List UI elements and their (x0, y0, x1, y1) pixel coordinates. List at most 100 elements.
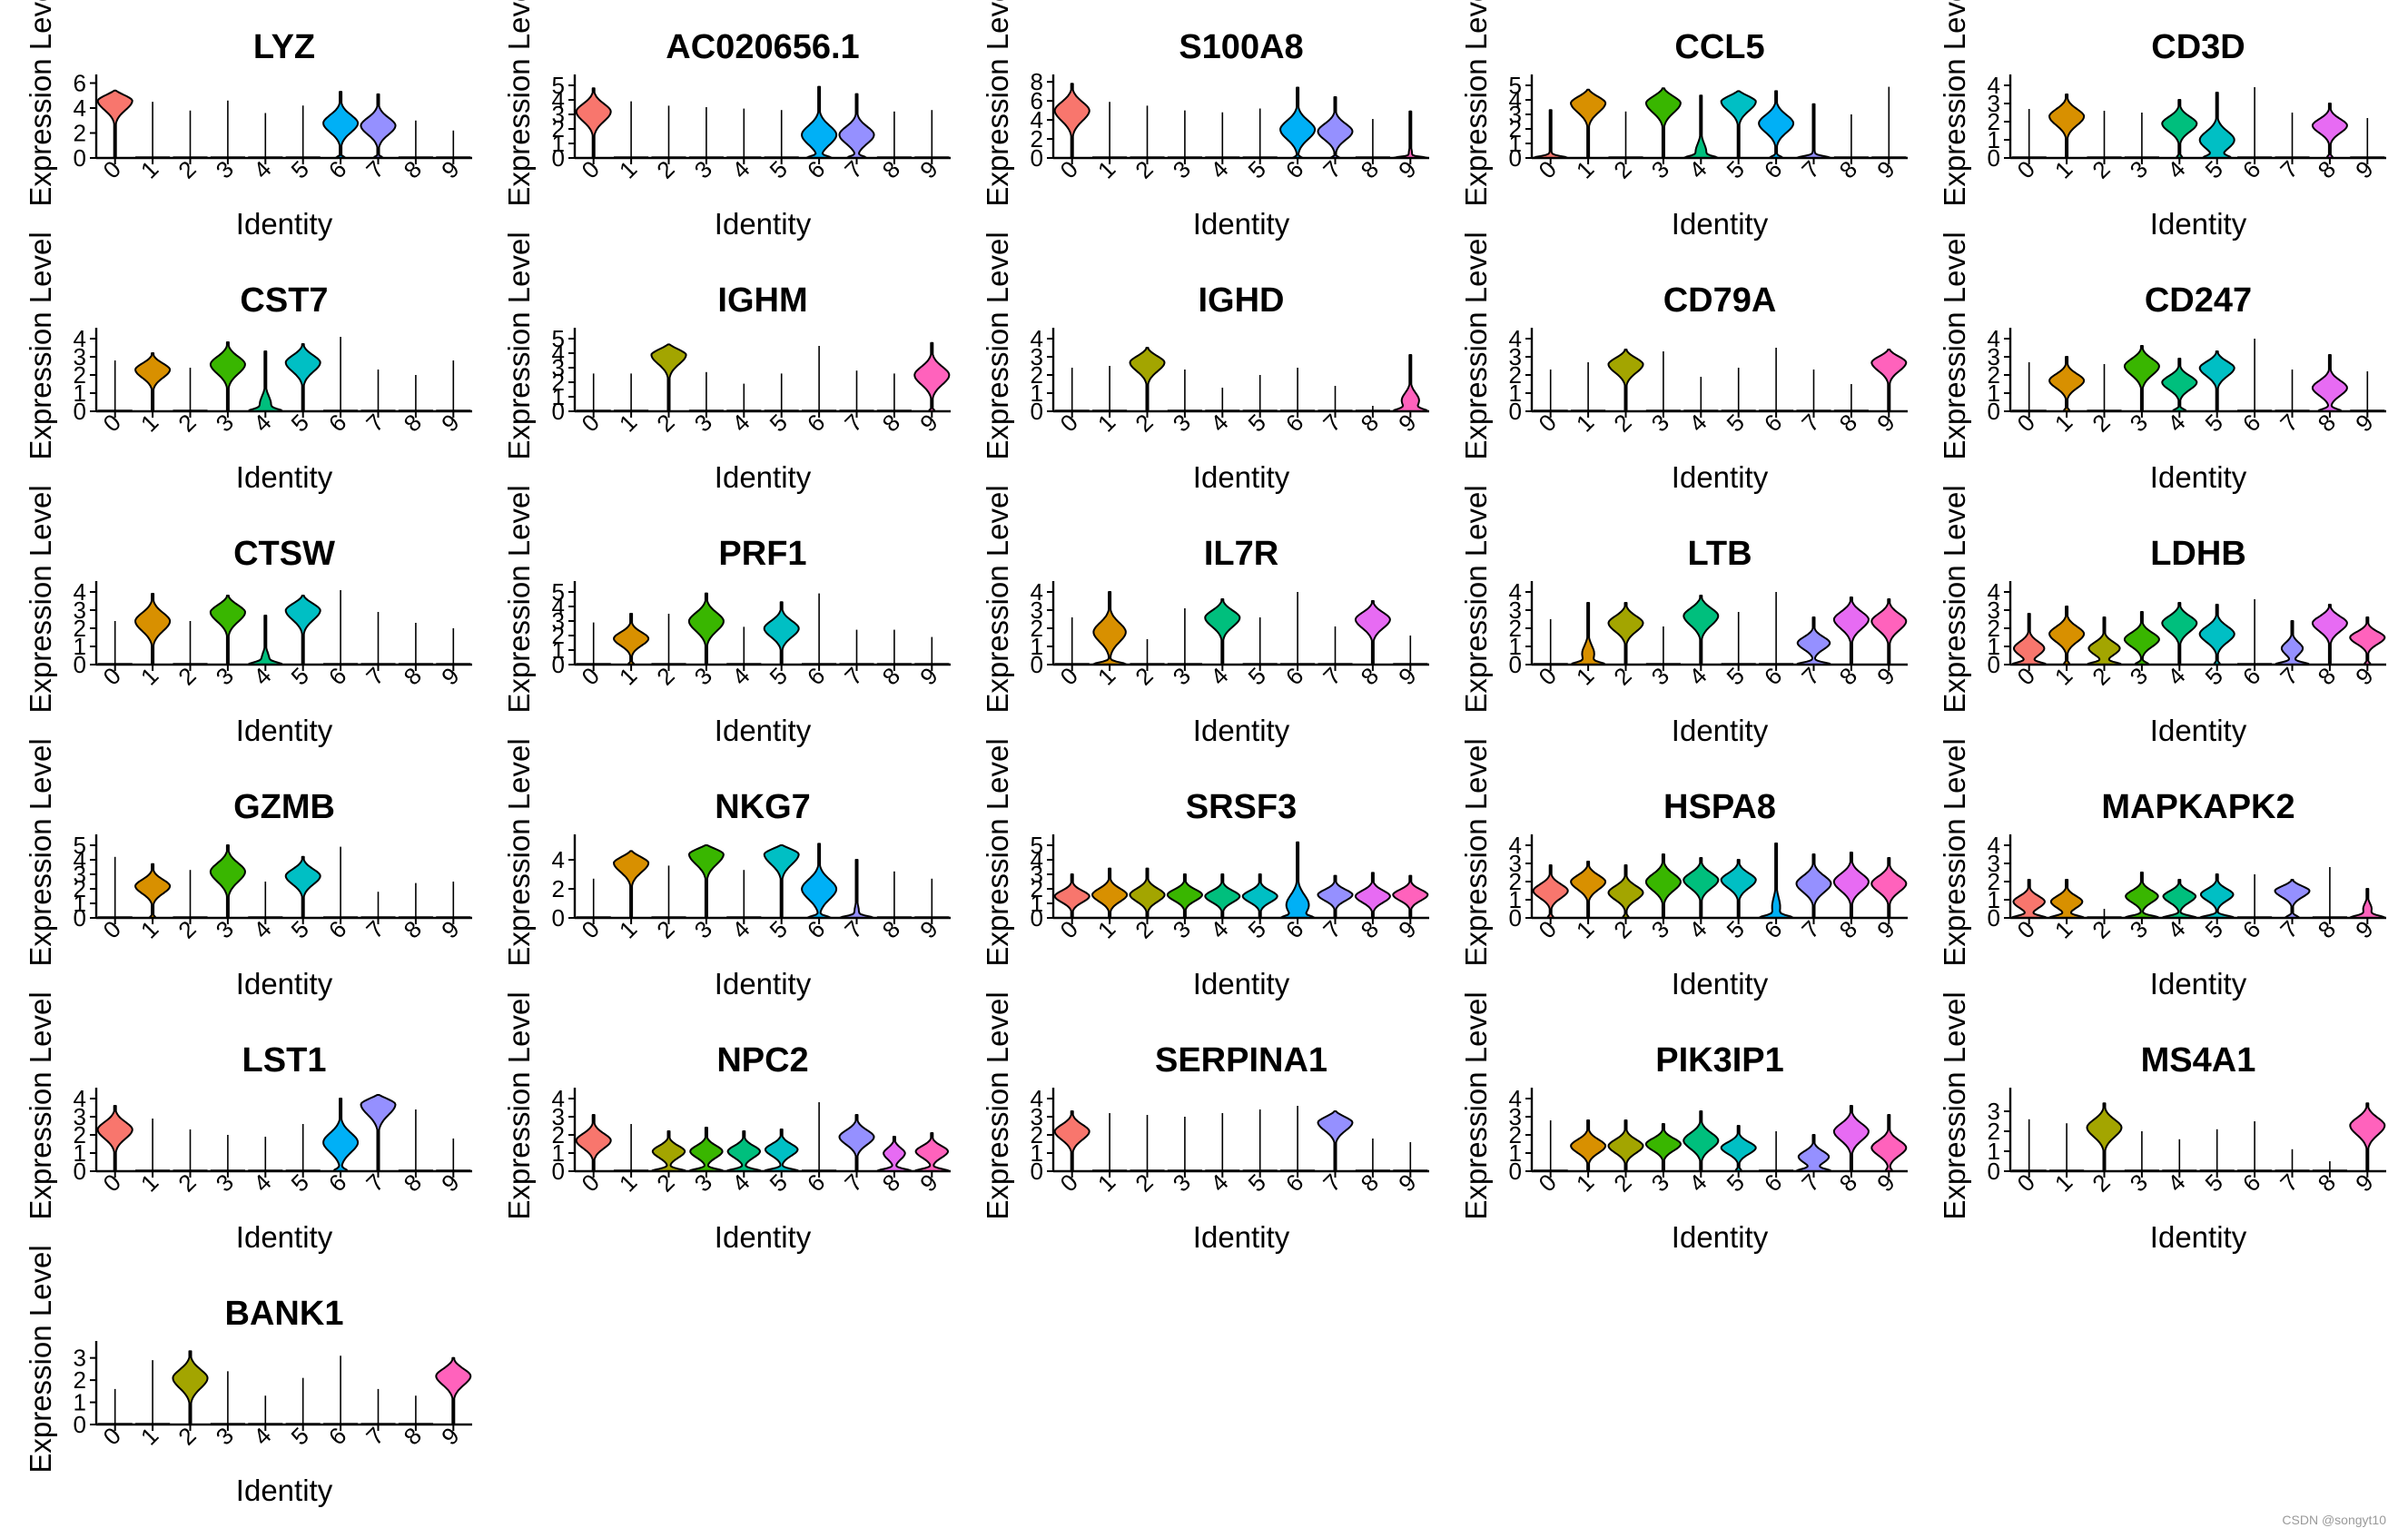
x-tick-label: 7 (2275, 662, 2303, 690)
x-tick-label: 1 (2049, 662, 2077, 690)
violin-cluster-7 (1317, 386, 1353, 411)
y-tick-label: 2 (1509, 1121, 1522, 1149)
violin-cluster-8 (1833, 384, 1869, 411)
x-axis-label: Identity (1193, 967, 1290, 1001)
violin-cluster-1 (2048, 94, 2086, 159)
y-tick-label: 3 (1031, 343, 1043, 370)
x-tick-label: 1 (2049, 915, 2077, 943)
violin-cluster-2 (2086, 616, 2123, 665)
violin-shape (1870, 857, 1908, 919)
x-tick-label: 7 (839, 155, 867, 183)
violin-cluster-3 (2123, 345, 2160, 412)
y-tick-label: 4 (1031, 106, 1043, 133)
violin-cluster-6 (323, 590, 359, 665)
violin-cluster-4 (248, 882, 283, 918)
x-tick-label: 1 (2049, 1168, 2077, 1197)
violin-cluster-4 (1205, 1113, 1240, 1171)
violin-cluster-3 (2123, 872, 2160, 919)
violin-shape (1166, 873, 1203, 919)
violin-cluster-9 (1393, 636, 1428, 665)
y-tick-label: 1 (74, 890, 86, 917)
violin-cluster-9 (1393, 1142, 1428, 1171)
violin-cluster-6 (2237, 1121, 2273, 1171)
violin-cluster-2 (1607, 864, 1644, 919)
violin-cluster-3 (2124, 113, 2159, 158)
violin-shape (2274, 879, 2311, 919)
violin-cluster-1 (614, 101, 649, 158)
x-tick-label: 1 (135, 409, 163, 437)
violin-panel-srsf3: SRSF3 Expression Level 0 1 2 3 4 5 0 1 2 3 4 5 6 7 8 9 Ide… (957, 738, 1438, 1016)
y-axis-label: Expression Level (502, 738, 536, 966)
panel-title: IL7R (1204, 535, 1278, 573)
violin-shape (247, 615, 284, 665)
x-tick-label: 8 (399, 409, 427, 437)
violin-shape (1317, 1110, 1354, 1172)
y-tick-label: 1 (74, 633, 86, 660)
violin-shape (1607, 349, 1644, 412)
y-tick-label: 1 (1031, 380, 1043, 407)
y-tick-label: 0 (74, 651, 86, 678)
violin-shape (1607, 864, 1644, 919)
violin-cluster-0 (1053, 873, 1091, 919)
x-tick-label: 7 (2275, 1168, 2303, 1197)
y-tick-label: 3 (1509, 596, 1522, 624)
y-tick-label: 0 (1031, 398, 1043, 425)
violin-cluster-3 (687, 844, 725, 919)
violin-cluster-9 (2349, 616, 2386, 665)
y-tick-label: 0 (1988, 1158, 2000, 1185)
x-tick-label: 5 (2199, 409, 2227, 437)
violin-cluster-2 (650, 1130, 687, 1172)
violin-cluster-7 (838, 859, 875, 919)
x-tick-label: 9 (1393, 915, 1421, 943)
y-tick-label: 1 (1509, 130, 1522, 157)
violin-cluster-5 (285, 1124, 321, 1171)
x-tick-label: 0 (97, 409, 125, 437)
violin-cluster-1 (1092, 102, 1128, 158)
x-tick-label: 2 (1130, 409, 1158, 437)
violin-shape (247, 350, 284, 412)
x-tick-label: 9 (1393, 662, 1421, 690)
x-tick-label: 8 (1834, 662, 1862, 690)
y-tick-label: 0 (74, 144, 86, 172)
x-tick-label: 6 (1759, 662, 1787, 690)
y-tick-label: 2 (1988, 868, 2000, 895)
violin-cluster-7 (360, 370, 396, 411)
x-tick-label: 9 (436, 155, 464, 183)
violin-shape (687, 1127, 725, 1172)
y-tick-label: 0 (1509, 398, 1522, 425)
panel-title: LYZ (253, 28, 315, 66)
violin-cluster-9 (914, 110, 950, 158)
y-tick-label: 4 (1509, 325, 1522, 352)
x-tick-label: 6 (802, 915, 830, 943)
violin-cluster-6 (2237, 599, 2273, 665)
violin-cluster-6 (1758, 843, 1795, 919)
violin-cluster-3 (687, 1127, 725, 1172)
x-tick-label: 4 (2162, 662, 2190, 690)
x-tick-label: 0 (1054, 1168, 1082, 1197)
violin-cluster-9 (1870, 349, 1908, 412)
x-tick-label: 6 (1759, 409, 1787, 437)
violin-cluster-9 (914, 636, 950, 665)
x-tick-label: 0 (1054, 155, 1082, 183)
violin-cluster-7 (1796, 370, 1831, 411)
violin-shape (1053, 83, 1091, 159)
x-axis-label: Identity (715, 460, 812, 494)
violin-cluster-3 (209, 595, 246, 665)
x-tick-label: 0 (1533, 409, 1561, 437)
x-tick-label: 8 (1834, 915, 1862, 943)
violin-cluster-2 (1129, 867, 1166, 919)
violin-panel-s100a8: S100A8 Expression Level 0 2 4 6 8 0 1 2 3 4 5 6 7 8 9 Ide… (957, 0, 1438, 256)
x-tick-label: 2 (2087, 155, 2115, 183)
violin-cluster-5 (2198, 350, 2235, 412)
x-tick-label: 2 (1608, 155, 1636, 183)
x-tick-label: 3 (2125, 1168, 2153, 1197)
x-tick-label: 2 (651, 155, 679, 183)
violin-cluster-5 (1720, 90, 1757, 159)
x-axis-label: Identity (1672, 967, 1769, 1001)
violin-cluster-3 (688, 107, 724, 158)
violin-shape (2123, 345, 2160, 412)
x-tick-label: 4 (726, 409, 755, 437)
y-tick-label: 4 (1031, 1085, 1043, 1112)
